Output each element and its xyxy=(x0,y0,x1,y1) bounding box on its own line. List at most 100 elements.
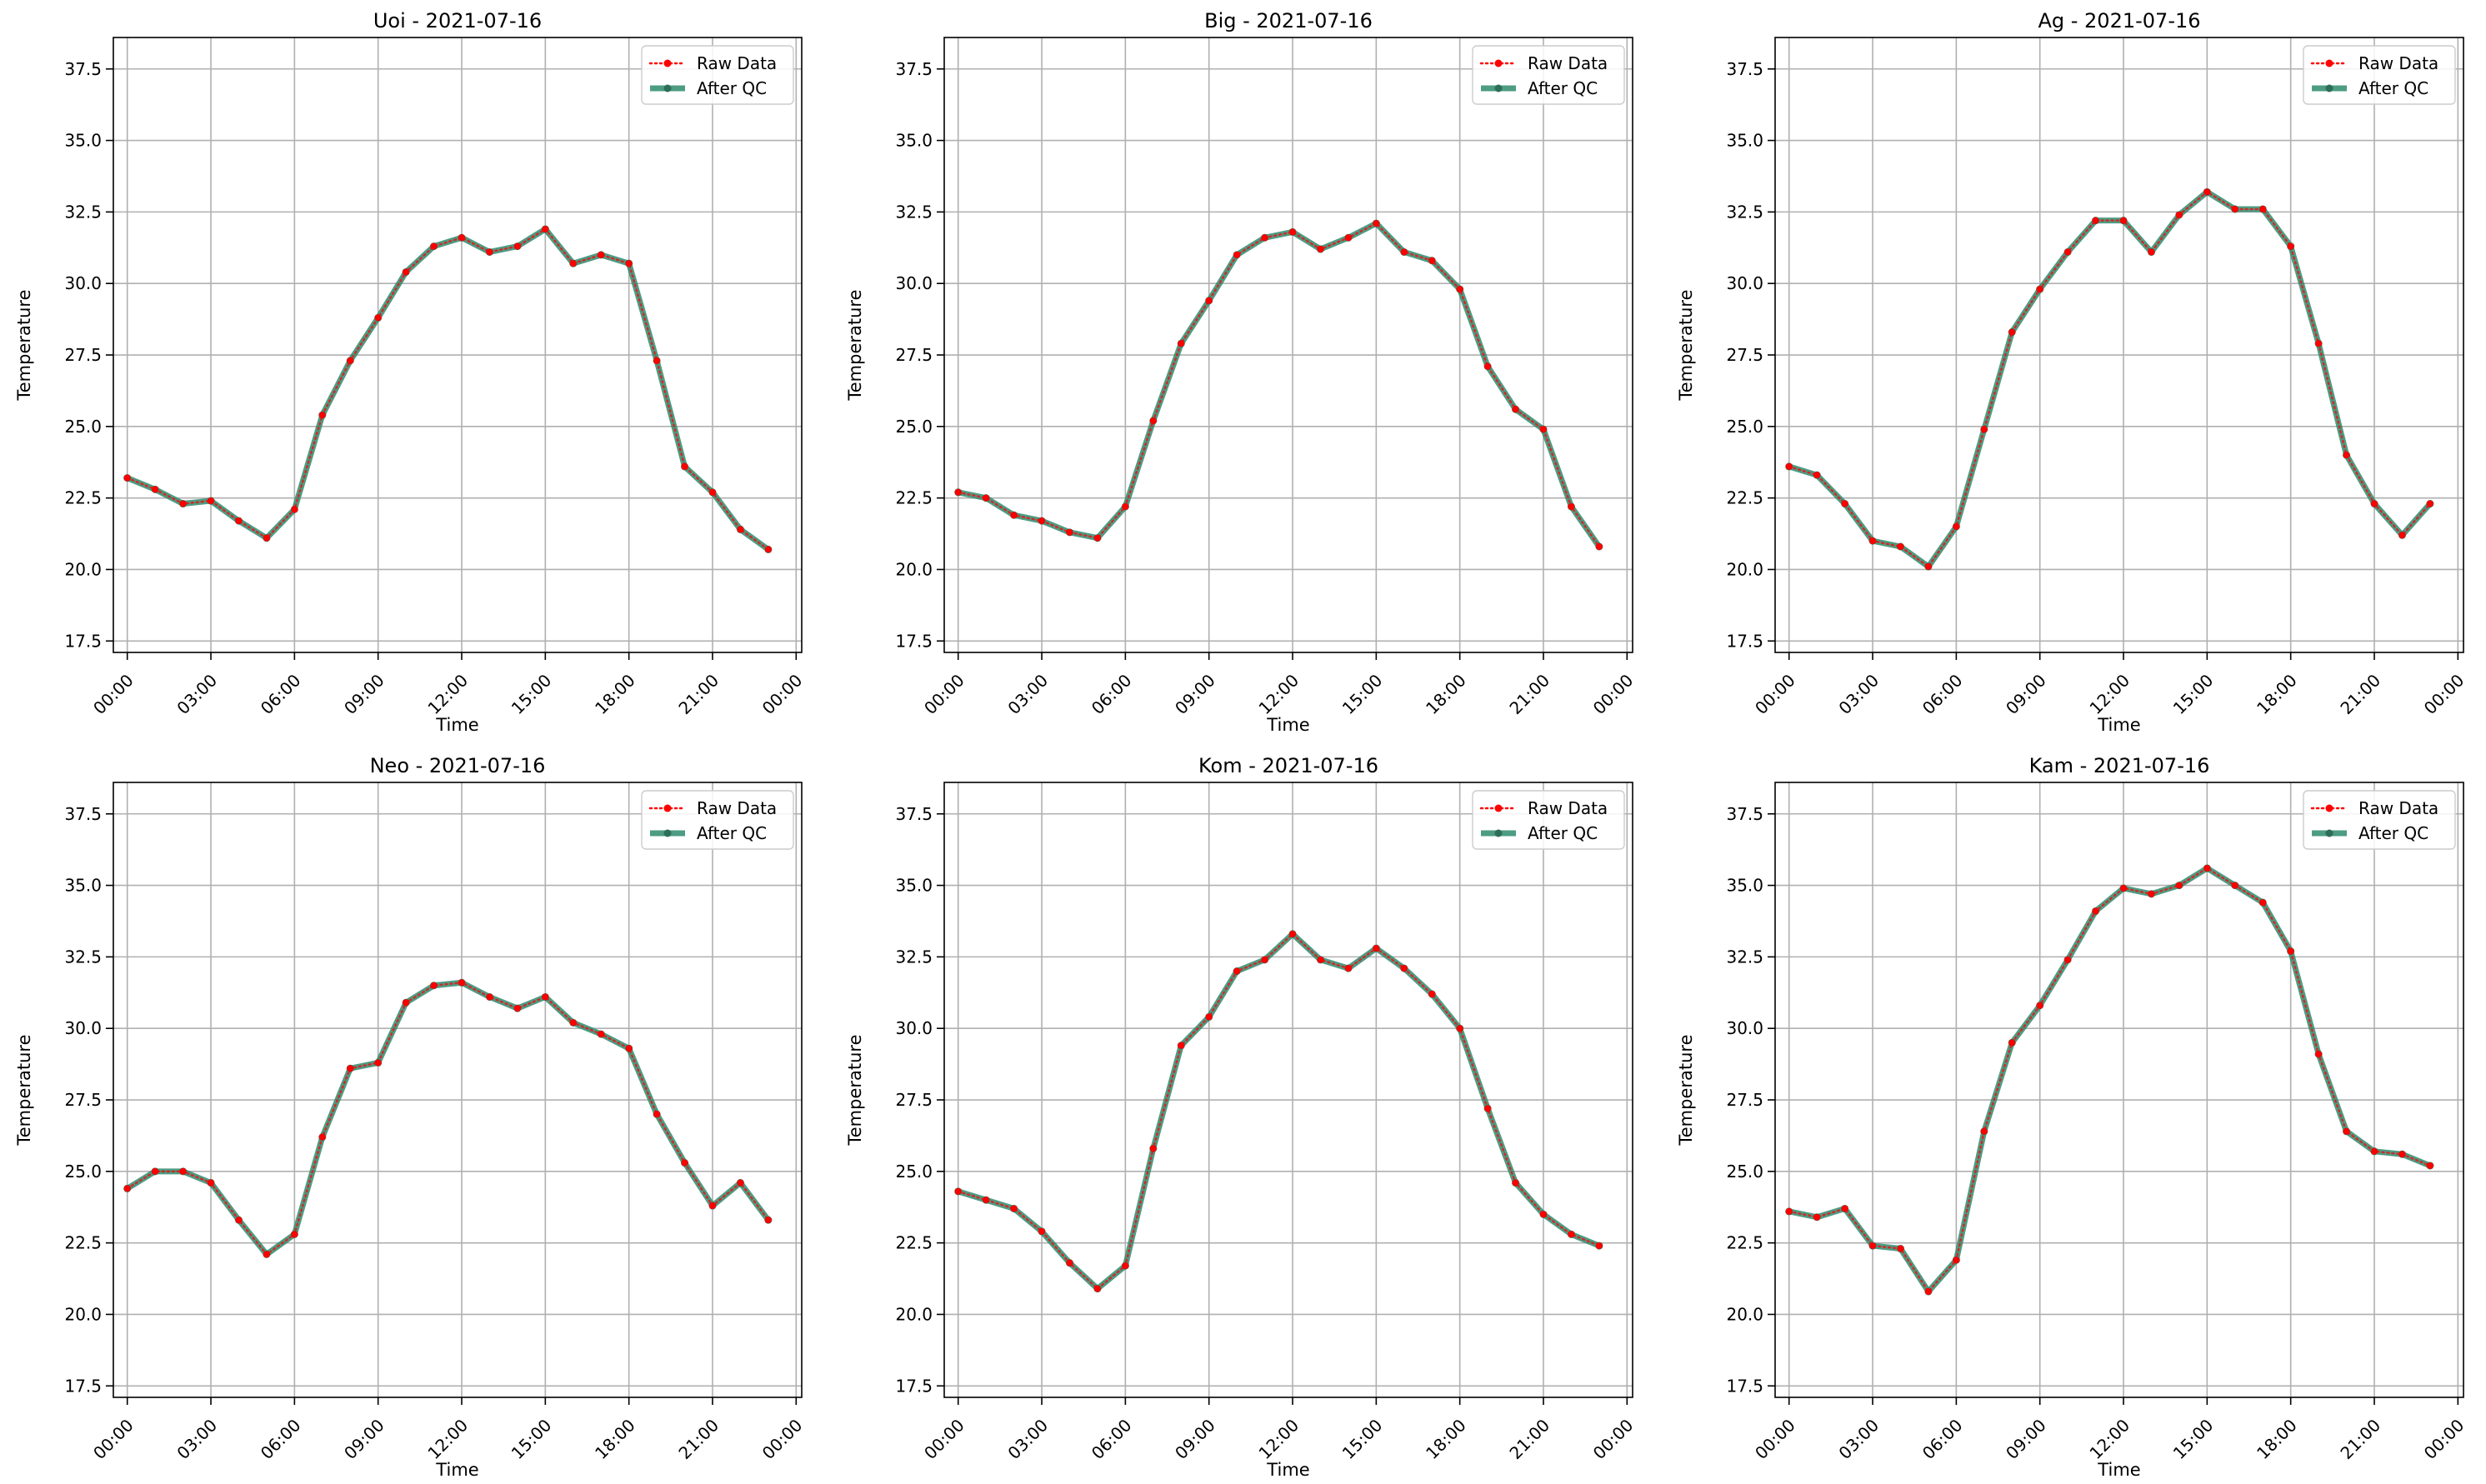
legend-label-raw-data: Raw Data xyxy=(2358,53,2438,73)
raw-data-line xyxy=(957,932,1601,1291)
grid-lines xyxy=(1775,782,2463,1397)
raw-data-point xyxy=(653,357,661,364)
series-raw-data xyxy=(123,979,772,1258)
raw-data-point xyxy=(1785,1207,1793,1215)
y-tick-label: 32.5 xyxy=(64,947,102,967)
raw-data-point xyxy=(123,1185,131,1192)
axes-frame xyxy=(1774,37,2464,653)
y-tick-label: 30.0 xyxy=(1726,1018,1763,1038)
raw-data-line xyxy=(126,227,770,551)
y-axis-label: Temperature xyxy=(1676,289,1696,401)
raw-data-point xyxy=(2370,1147,2378,1155)
raw-data-point xyxy=(1010,512,1018,519)
raw-data-point xyxy=(403,268,410,276)
subplot-2: 00:00 03:00 06:00 09:00 12:00 15:00 18:00 21:00… xyxy=(845,9,1637,735)
raw-data-point xyxy=(2398,532,2406,539)
raw-data-point xyxy=(625,1045,633,1052)
legend-raw-swatch-marker xyxy=(2325,804,2333,812)
raw-data-point xyxy=(737,526,744,533)
raw-data-point xyxy=(2343,1127,2350,1135)
grid-lines xyxy=(113,782,802,1397)
raw-data-point xyxy=(2203,864,2211,872)
y-tick-label: 17.5 xyxy=(895,631,933,651)
raw-data-point xyxy=(513,242,521,250)
raw-data-point xyxy=(1122,502,1129,510)
x-axis-label: Time xyxy=(2097,715,2140,735)
y-tick-label: 32.5 xyxy=(1726,947,1763,967)
raw-data-point xyxy=(263,1251,270,1258)
y-tick-label: 37.5 xyxy=(895,59,933,79)
legend-label-raw-data: Raw Data xyxy=(1528,53,1608,73)
legend-qc-swatch-marker xyxy=(1494,829,1503,837)
y-tick-label: 22.5 xyxy=(1726,1233,1763,1253)
raw-data-point xyxy=(291,1231,298,1238)
raw-data-point xyxy=(2175,882,2183,889)
chart-title: Kom - 2021-07-16 xyxy=(1198,754,1378,777)
raw-data-point xyxy=(1456,286,1463,293)
y-tick-label: 27.5 xyxy=(895,1090,933,1110)
x-axis-label: Time xyxy=(435,1460,478,1480)
raw-data-point xyxy=(458,234,466,242)
raw-data-point xyxy=(2315,1051,2323,1058)
raw-data-point xyxy=(2092,217,2099,224)
raw-data-point xyxy=(1344,234,1352,242)
y-tick-label: 37.5 xyxy=(1726,59,1763,79)
series-raw-data xyxy=(1785,188,2433,571)
plot-area xyxy=(1775,37,2463,652)
y-tick-label: 30.0 xyxy=(895,273,933,293)
raw-data-point xyxy=(569,1019,577,1027)
y-tick-label: 35.0 xyxy=(895,131,933,151)
legend: Raw Data After QC xyxy=(2303,45,2456,105)
y-tick-label: 25.0 xyxy=(1726,417,1763,437)
raw-data-point xyxy=(1512,1179,1519,1187)
raw-data-point xyxy=(708,488,716,496)
raw-data-point xyxy=(569,260,577,267)
raw-data-point xyxy=(1980,426,1988,433)
raw-data-point xyxy=(1317,956,1324,963)
raw-data-point xyxy=(403,999,410,1007)
legend-raw-swatch-marker xyxy=(663,59,672,67)
y-tick-label: 20.0 xyxy=(1726,559,1763,579)
raw-data-point xyxy=(1289,930,1297,937)
raw-data-point xyxy=(2203,188,2211,196)
axes-frame xyxy=(113,37,803,653)
y-tick-label: 30.0 xyxy=(64,1018,102,1038)
y-tick-label: 37.5 xyxy=(895,804,933,824)
raw-data-point xyxy=(708,1202,716,1210)
raw-data-line xyxy=(957,222,1601,548)
plot-area xyxy=(113,782,802,1397)
subplot-grid: 00:00 03:00 06:00 09:00 12:00 15:00 18:00 21:00… xyxy=(14,9,2468,1480)
grid-lines xyxy=(944,782,1633,1397)
raw-data-point xyxy=(1149,417,1157,424)
y-axis-label: Temperature xyxy=(14,1034,34,1146)
legend-label-after-qc: After QC xyxy=(2358,78,2428,98)
raw-data-point xyxy=(263,534,270,542)
raw-data-point xyxy=(1373,220,1380,227)
chart-title: Uoi - 2021-07-16 xyxy=(373,9,542,32)
raw-data-point xyxy=(1785,462,1793,470)
y-axis-label: Temperature xyxy=(845,1034,865,1146)
chart-title: Neo - 2021-07-16 xyxy=(370,754,546,777)
raw-data-point xyxy=(1289,228,1297,236)
grid-lines xyxy=(113,37,802,652)
raw-data-point xyxy=(1841,1205,1848,1212)
legend: Raw Data After QC xyxy=(2303,790,2456,850)
plot-area xyxy=(944,782,1633,1397)
raw-data-point xyxy=(513,1005,521,1012)
x-axis-label: Time xyxy=(435,715,478,735)
raw-data-point xyxy=(1595,1242,1603,1250)
subplot-1: 00:00 03:00 06:00 09:00 12:00 15:00 18:00 21:00… xyxy=(14,9,806,735)
raw-data-line xyxy=(126,981,770,1257)
y-tick-label: 27.5 xyxy=(64,345,102,365)
series-raw-data xyxy=(954,220,1603,550)
subplot-5: 00:00 03:00 06:00 09:00 12:00 15:00 18:00 21:00… xyxy=(845,754,1637,1480)
axes-frame xyxy=(943,782,1633,1398)
raw-data-point xyxy=(2008,1039,2016,1047)
raw-data-point xyxy=(983,1197,990,1204)
raw-data-point xyxy=(2092,907,2099,915)
raw-data-point xyxy=(954,488,962,496)
raw-data-point xyxy=(1980,1127,1988,1135)
raw-data-point xyxy=(2231,882,2238,889)
raw-data-point xyxy=(2036,1002,2043,1009)
